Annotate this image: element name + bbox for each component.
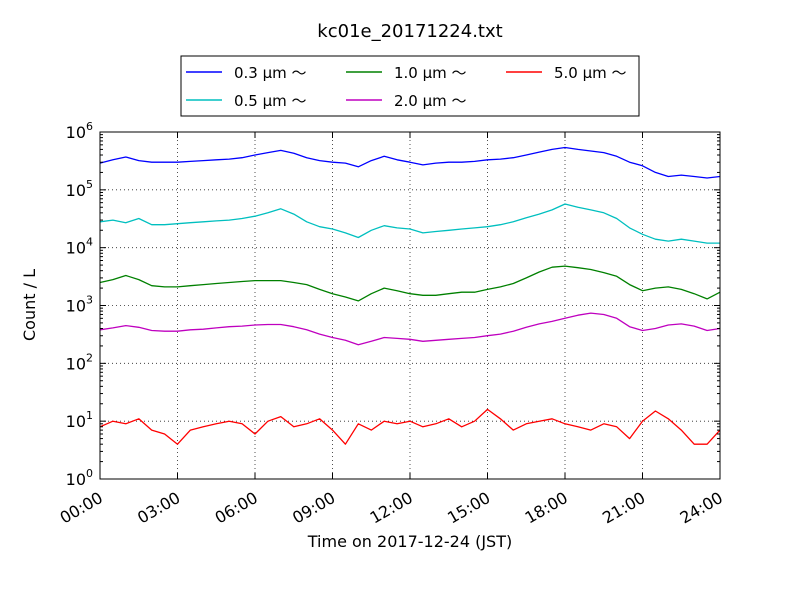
legend-label: 1.0 μm ～ [394,64,467,82]
y-tick-label: 103 [66,294,93,316]
legend-label: 5.0 μm ～ [554,64,627,82]
x-axis-label: Time on 2017-12-24 (JST) [307,532,512,551]
chart-title: kc01e_20171224.txt [317,21,502,42]
series-line-1 [99,203,720,244]
legend: 0.3 μm ～ 0.5 μm ～ 1.0 μm ～ 2.0 μm ～ 5.0 μm ～ [180,55,640,117]
y-tick-labels: 100 101 102 103 104 105 106 [66,120,93,489]
y-axis-label: Count / L [20,269,39,341]
tick-layer [99,131,721,480]
y-tick-label: 106 [66,120,93,142]
legend-label: 2.0 μm ～ [394,92,467,110]
series-line-4 [99,408,721,445]
grid-layer [100,132,720,479]
legend-label: 0.5 μm ～ [234,92,307,110]
y-tick-label: 101 [66,409,93,431]
series-line-2 [99,265,721,302]
y-tick-label: 100 [66,467,93,489]
y-tick-label: 102 [66,351,93,373]
y-tick-label: 105 [66,178,93,200]
legend-frame [180,55,640,117]
series-line-3 [99,312,721,346]
legend-label: 0.3 μm ～ [234,64,307,82]
y-tick-label: 104 [66,236,93,258]
series-layer [99,146,721,445]
series-line-0 [99,146,721,179]
